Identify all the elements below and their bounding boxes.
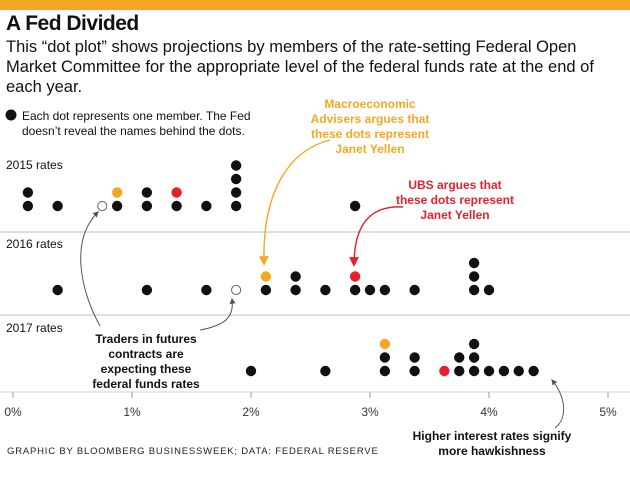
dot [349, 284, 361, 296]
x-tick-label: 3% [361, 405, 379, 419]
dot [454, 352, 465, 363]
chart-title: A Fed Divided [6, 12, 139, 35]
dot [141, 187, 153, 198]
dot [22, 200, 34, 212]
legend-line-1: Each dot represents one member. The Fed [22, 109, 251, 123]
dot [513, 365, 524, 377]
dot [483, 284, 495, 296]
macro-line-2: Advisers argues that [311, 112, 430, 126]
dot [409, 352, 420, 363]
x-tick-label: 2% [242, 405, 260, 419]
traders-line-3: expecting these [101, 362, 192, 376]
orange-top-bar [0, 0, 630, 10]
dot [52, 200, 63, 212]
x-tick-label: 1% [123, 405, 141, 419]
ubs-line-2: these dots represent [396, 193, 514, 207]
dot [468, 352, 480, 363]
dot [349, 200, 361, 212]
traders-line-1: Traders in futures [95, 332, 197, 346]
dot [320, 284, 331, 296]
dot [454, 365, 465, 377]
dot [320, 365, 331, 377]
hawk-line-2: more hawkishness [438, 444, 546, 458]
dot [483, 365, 495, 377]
traders-arrow-2015 [80, 211, 101, 327]
row-label-2016: 2016 rates [6, 237, 63, 251]
dot [498, 365, 510, 377]
x-tick-label: 0% [4, 405, 22, 419]
credit-line: GRAPHIC BY BLOOMBERG BUSINESSWEEK; DATA:… [7, 446, 379, 457]
macro-line-4: Janet Yellen [335, 142, 404, 156]
x-tick-label: 4% [480, 405, 498, 419]
dot [409, 365, 420, 377]
dot [379, 365, 391, 377]
dot [230, 200, 242, 212]
dot [22, 187, 34, 198]
ubs-arrow [349, 206, 404, 267]
dot [468, 271, 480, 282]
dot-macro-yellen [111, 187, 123, 198]
dot-layer [22, 160, 539, 377]
dot [230, 173, 242, 185]
dot [230, 160, 242, 171]
ubs-line-3: Janet Yellen [420, 208, 489, 222]
hawk-line-1: Higher interest rates signify [413, 429, 572, 443]
x-axis-ticks: 0% 1% 2% 3% 4% 5% [4, 392, 617, 419]
macro-line-3: these dots represent [311, 127, 429, 141]
dot-futures-expectation [97, 200, 108, 212]
row-label-2017: 2017 rates [6, 321, 63, 335]
dot [468, 257, 480, 269]
dot [230, 187, 242, 198]
macro-annotation: Macroeconomic Advisers argues that these… [311, 97, 430, 156]
macro-line-1: Macroeconomic [324, 97, 416, 111]
dot [379, 284, 391, 296]
dot [260, 284, 272, 296]
traders-line-2: contracts are [108, 347, 184, 361]
dot-ubs-yellen [349, 271, 361, 282]
traders-annotation: Traders in futures contracts are expecti… [92, 332, 200, 391]
ubs-line-1: UBS argues that [408, 178, 501, 192]
x-tick-label: 5% [599, 405, 617, 419]
dot [201, 200, 212, 212]
traders-line-4: federal funds rates [92, 377, 200, 391]
dot [290, 284, 301, 296]
dot-macro-yellen [260, 271, 272, 282]
macro-arrow [258, 139, 331, 266]
dot [528, 365, 539, 377]
row-label-2015: 2015 rates [6, 158, 63, 172]
dot [141, 284, 153, 296]
legend-dot-icon [5, 109, 17, 121]
ubs-annotation: UBS argues that these dots represent Jan… [396, 178, 514, 222]
dot-ubs-yellen [439, 365, 450, 377]
dot [245, 365, 257, 377]
dot [52, 284, 63, 296]
dot [290, 271, 301, 282]
dot-macro-yellen [379, 338, 391, 350]
dot [141, 200, 153, 212]
legend-line-2: doesn’t reveal the names behind the dots… [22, 124, 245, 138]
dot [171, 200, 182, 212]
dot [409, 284, 420, 296]
chart-subtitle: This “dot plot” shows projections by mem… [6, 38, 594, 96]
dot [364, 284, 376, 296]
dot-futures-expectation [231, 284, 242, 296]
dot [468, 365, 480, 377]
dot [379, 352, 391, 363]
hawk-arrow [551, 379, 565, 429]
dot [111, 200, 123, 212]
traders-arrow-2016 [199, 297, 236, 331]
dot [468, 338, 480, 350]
dot [201, 284, 212, 296]
dot-ubs-yellen [171, 187, 182, 198]
hawk-annotation: Higher interest rates signify more hawki… [413, 429, 572, 458]
dot [468, 284, 480, 296]
